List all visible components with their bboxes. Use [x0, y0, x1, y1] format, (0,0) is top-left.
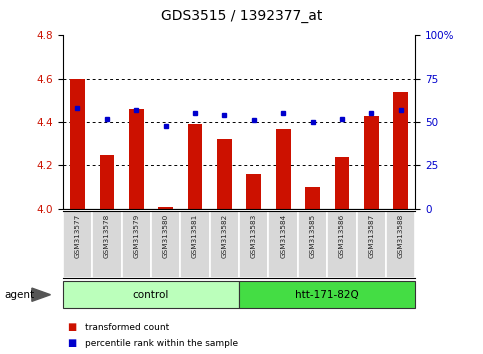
- Bar: [70, 79, 85, 209]
- Bar: [239, 211, 269, 278]
- Bar: [393, 92, 408, 209]
- Bar: [356, 211, 386, 278]
- Bar: [158, 207, 173, 209]
- Bar: [210, 211, 239, 278]
- Bar: [298, 211, 327, 278]
- Text: GSM313582: GSM313582: [221, 214, 227, 258]
- Bar: [276, 129, 290, 209]
- Bar: [129, 109, 143, 209]
- Polygon shape: [32, 288, 51, 301]
- Text: GSM313579: GSM313579: [133, 214, 139, 258]
- Text: GSM313581: GSM313581: [192, 214, 198, 258]
- Bar: [269, 211, 298, 278]
- Bar: [246, 174, 261, 209]
- Text: GSM313585: GSM313585: [310, 214, 315, 258]
- Bar: [305, 187, 320, 209]
- Text: agent: agent: [5, 290, 35, 300]
- Text: ■: ■: [68, 322, 77, 332]
- Bar: [239, 281, 415, 308]
- Text: control: control: [133, 290, 169, 300]
- Bar: [180, 211, 210, 278]
- Bar: [217, 139, 232, 209]
- Text: GSM313578: GSM313578: [104, 214, 110, 258]
- Bar: [386, 211, 415, 278]
- Text: GSM313584: GSM313584: [280, 214, 286, 258]
- Text: GSM313587: GSM313587: [369, 214, 374, 258]
- Bar: [188, 124, 202, 209]
- Bar: [335, 157, 349, 209]
- Bar: [122, 211, 151, 278]
- Text: percentile rank within the sample: percentile rank within the sample: [85, 339, 238, 348]
- Text: GSM313588: GSM313588: [398, 214, 404, 258]
- Text: GSM313583: GSM313583: [251, 214, 257, 258]
- Text: GSM313577: GSM313577: [74, 214, 81, 258]
- Bar: [92, 211, 122, 278]
- Text: htt-171-82Q: htt-171-82Q: [296, 290, 359, 300]
- Bar: [63, 211, 92, 278]
- Bar: [63, 281, 239, 308]
- Bar: [151, 211, 180, 278]
- Text: GSM313586: GSM313586: [339, 214, 345, 258]
- Bar: [99, 155, 114, 209]
- Text: GDS3515 / 1392377_at: GDS3515 / 1392377_at: [161, 9, 322, 23]
- Bar: [327, 211, 356, 278]
- Text: transformed count: transformed count: [85, 323, 169, 332]
- Text: GSM313580: GSM313580: [163, 214, 169, 258]
- Text: ■: ■: [68, 338, 77, 348]
- Bar: [364, 116, 379, 209]
